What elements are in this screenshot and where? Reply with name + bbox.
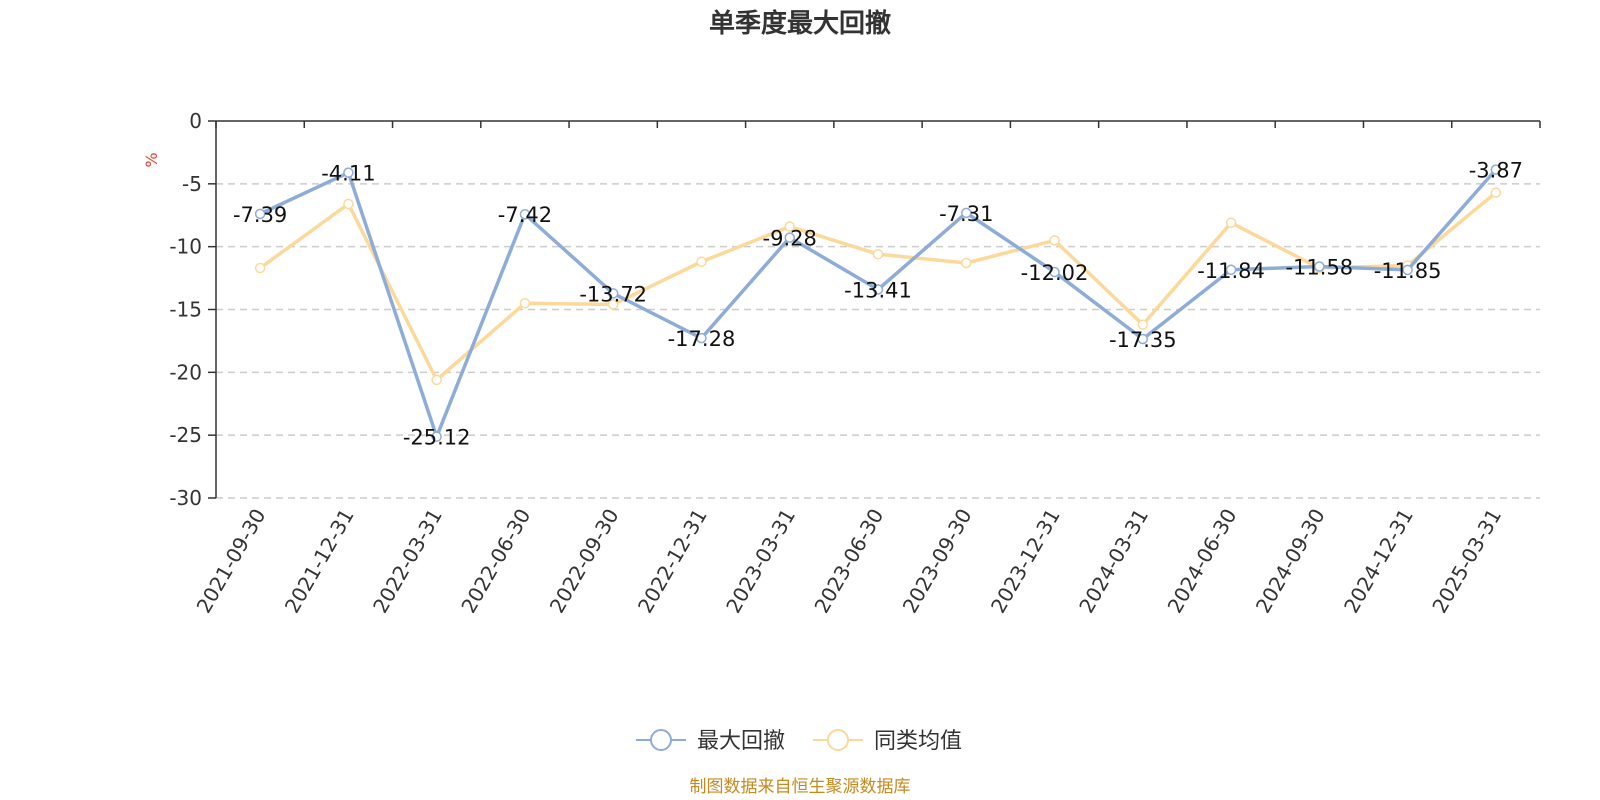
y-axis-ticks: 0 -5 -10 -15 -20 -25 -30: [169, 109, 216, 510]
data-point-peer-average: [607, 299, 619, 310]
data-point-peer-average: [696, 256, 707, 267]
data-point-peer-average: [519, 297, 531, 309]
x-tick-label: 2022-12-31: [633, 505, 712, 618]
data-label: -7.31: [939, 202, 993, 226]
data-label: -11.58: [1285, 256, 1353, 280]
data-label: -25.12: [403, 426, 471, 450]
x-tick-label: 2025-03-31: [1427, 505, 1506, 618]
y-tick-label: -10: [169, 235, 202, 259]
y-tick-label: 0: [189, 109, 202, 133]
data-point-max-drawdown: [784, 232, 795, 243]
x-axis-ticks: 2021-09-30 2021-12-31 2022-03-31 2022-06-30…: [192, 121, 1541, 618]
data-labels: -7.39 -4.11 -25.12 -7.42 -13.72 -17.28 -9.28 -1…: [233, 159, 1523, 450]
grid-lines: [216, 183, 1540, 499]
data-point-peer-average: [872, 248, 884, 260]
data-point-peer-average: [784, 221, 795, 232]
data-point-peer-average: [1225, 217, 1237, 229]
x-tick-label: 2021-09-30: [192, 505, 271, 618]
data-point-max-drawdown: [696, 332, 707, 344]
legend-label-max-drawdown: 最大回撤: [697, 729, 785, 754]
data-point-max-drawdown: [1049, 266, 1060, 278]
data-label: -13.41: [844, 279, 912, 303]
data-point-max-drawdown: [1225, 264, 1237, 276]
data-label: -4.11: [321, 162, 375, 186]
legend-marker-peer-average: [827, 729, 849, 751]
y-tick-label: -30: [169, 486, 202, 510]
data-point-max-drawdown: [1314, 261, 1325, 272]
data-point-max-drawdown: [431, 431, 442, 442]
data-point-peer-average: [1137, 319, 1149, 330]
data-label: -11.84: [1197, 259, 1265, 283]
legend-item-max-drawdown[interactable]: 最大回撤: [636, 729, 785, 754]
data-point-peer-average: [1049, 235, 1060, 246]
legend-label-peer-average: 同类均值: [874, 729, 962, 754]
data-label: -12.02: [1021, 261, 1089, 285]
x-tick-label: 2023-03-31: [721, 505, 800, 618]
data-label: -3.87: [1469, 159, 1523, 183]
legend: 最大回撤 同类均值: [636, 729, 962, 754]
data-label: -11.85: [1374, 259, 1442, 283]
x-tick-label: 2021-12-31: [280, 505, 359, 618]
data-point-max-drawdown: [872, 284, 884, 295]
x-tick-label: 2022-06-30: [456, 505, 535, 618]
x-tick-label: 2022-03-31: [368, 504, 447, 617]
data-point-peer-average: [431, 374, 442, 386]
x-tick-label: 2024-03-31: [1074, 505, 1153, 618]
x-tick-label: 2024-09-30: [1251, 505, 1330, 618]
y-tick-label: -5: [182, 172, 202, 196]
x-tick-label: 2024-06-30: [1162, 505, 1241, 618]
data-point-max-drawdown: [519, 208, 531, 220]
y-tick-label: -15: [169, 298, 202, 322]
series-lines: [254, 164, 1502, 442]
data-point-max-drawdown: [1137, 333, 1149, 345]
data-source-note: 制图数据来自恒生聚源数据库: [690, 777, 911, 797]
legend-marker-max-drawdown: [650, 729, 672, 751]
data-point-max-drawdown: [1402, 264, 1413, 276]
x-tick-label: 2022-09-30: [545, 505, 624, 618]
y-axis-unit-label: %: [142, 152, 161, 167]
data-point-peer-average: [1490, 187, 1502, 198]
x-tick-label: 2024-12-31: [1339, 505, 1418, 618]
y-tick-label: -25: [169, 423, 202, 447]
data-point-max-drawdown: [961, 207, 972, 219]
series-line-max-drawdown: [259, 168, 1498, 439]
y-tick-label: -20: [169, 360, 202, 384]
data-point-max-drawdown: [607, 288, 619, 299]
data-point-max-drawdown: [343, 167, 354, 178]
data-label: -7.42: [498, 203, 552, 227]
x-tick-label: 2023-09-30: [898, 504, 977, 617]
data-point-max-drawdown: [1490, 164, 1502, 175]
chart-title: 单季度最大回撤: [709, 8, 891, 39]
x-tick-label: 2023-12-31: [986, 505, 1065, 618]
data-label: -7.39: [233, 203, 287, 227]
data-point-peer-average: [254, 262, 266, 274]
data-label: -13.72: [579, 282, 647, 306]
data-label: -17.35: [1109, 328, 1177, 352]
data-label: -17.28: [668, 327, 736, 351]
legend-item-peer-average[interactable]: 同类均值: [813, 729, 962, 754]
x-tick-label: 2023-06-30: [809, 505, 888, 618]
data-point-max-drawdown: [254, 208, 266, 220]
data-point-peer-average: [961, 257, 972, 269]
data-point-peer-average: [343, 198, 354, 210]
data-label: -9.28: [763, 227, 817, 251]
